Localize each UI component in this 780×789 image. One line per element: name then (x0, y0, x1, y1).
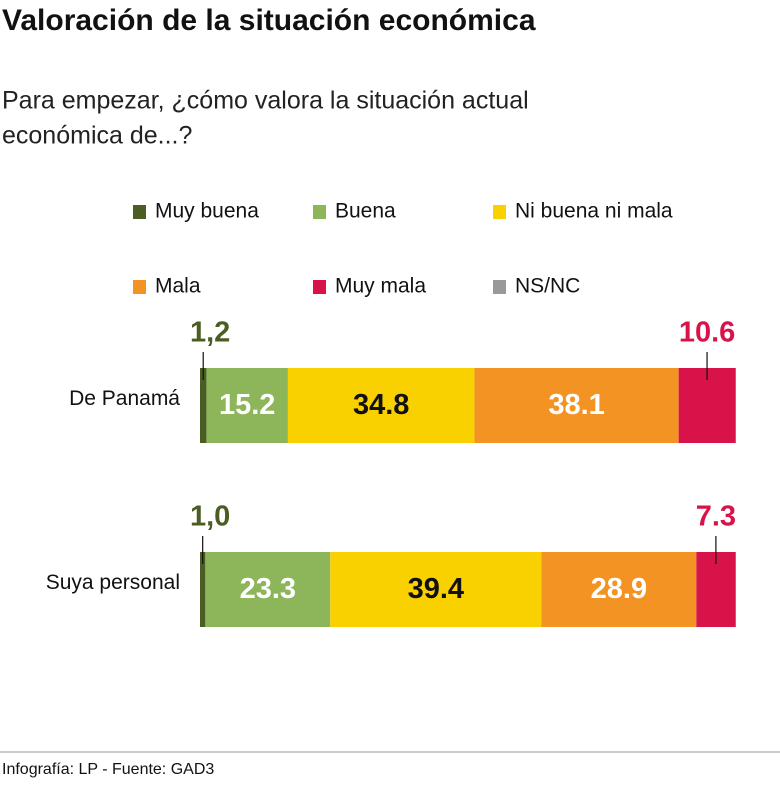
legend-label: Buena (335, 200, 396, 223)
chart-title: Valoración de la situación económica (2, 4, 536, 37)
bar-segment (200, 552, 206, 627)
legend-label: Muy mala (335, 275, 426, 298)
legend-swatch (493, 280, 506, 294)
bar-segment (205, 552, 331, 627)
value-label: 7.3 (696, 501, 736, 533)
value-label: 1,0 (190, 501, 230, 533)
bar-segment (678, 368, 736, 443)
value-label: 1,2 (190, 317, 230, 349)
category-label: De Panamá (69, 387, 180, 410)
legend-label: NS/NC (515, 275, 580, 298)
legend-swatch (313, 205, 326, 219)
value-label: 38.1 (548, 389, 604, 421)
value-label: 10.6 (679, 317, 735, 349)
bar-segment (735, 368, 736, 443)
value-label: 15.2 (219, 389, 275, 421)
value-label: 23.3 (240, 573, 296, 605)
value-label: 34.8 (353, 389, 409, 421)
bar-segment (735, 552, 736, 627)
bar-segment (696, 552, 736, 627)
bar-segment (287, 368, 475, 443)
legend-label: Muy buena (155, 200, 259, 223)
legend-swatch (313, 280, 326, 294)
value-label: 28.9 (591, 573, 647, 605)
bar-segment (200, 368, 207, 443)
bar-segment (474, 368, 679, 443)
bar-segment (330, 552, 542, 627)
subtitle: Para empezar, ¿cómo valora la situación … (2, 87, 529, 115)
bar-segment (541, 552, 697, 627)
legend-swatch (133, 205, 146, 219)
value-label: 39.4 (408, 573, 464, 605)
legend-swatch (133, 280, 146, 294)
source: Infografía: LP - Fuente: GAD3 (2, 761, 214, 778)
legend-label: Ni buena ni mala (515, 200, 673, 223)
subtitle: económica de...? (2, 122, 192, 150)
legend-swatch (493, 205, 506, 219)
bar-segment (206, 368, 288, 443)
legend-label: Mala (155, 275, 201, 298)
category-label: Suya personal (46, 571, 180, 594)
